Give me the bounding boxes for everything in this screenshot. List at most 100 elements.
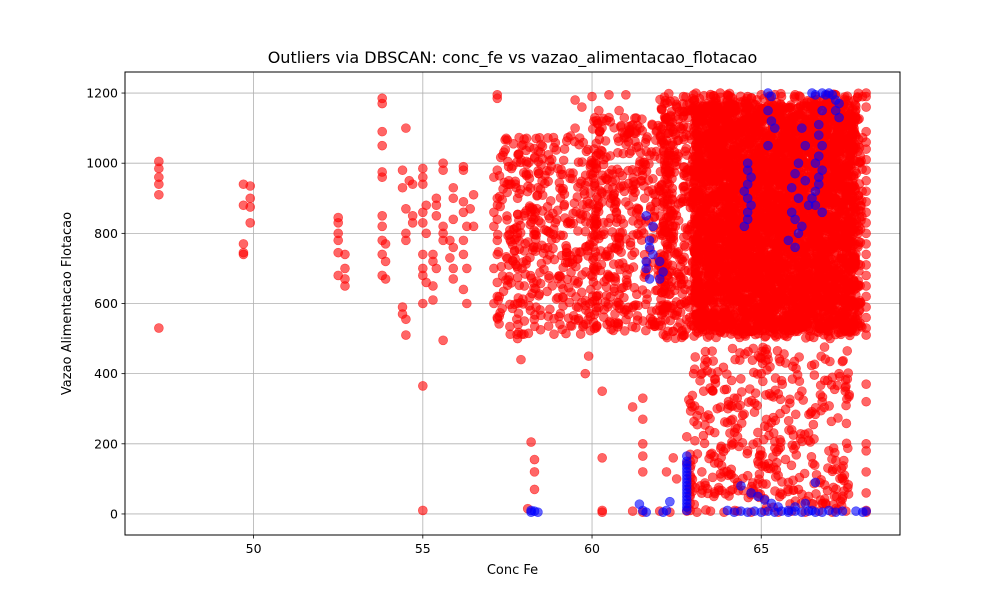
red-data-point [668, 326, 678, 337]
red-data-point [628, 262, 639, 272]
red-data-point [507, 255, 518, 266]
red-data-point [679, 186, 690, 196]
red-data-point [589, 295, 600, 306]
red-data-point [627, 250, 637, 260]
red-data-point [670, 205, 680, 215]
red-data-point [571, 206, 581, 217]
red-data-point [621, 275, 632, 285]
red-data-point [581, 305, 591, 315]
red-data-point [545, 196, 556, 206]
red-data-point [543, 149, 554, 160]
red-data-point [498, 286, 509, 297]
red-data-point [630, 187, 640, 198]
red-data-point [615, 300, 625, 310]
red-data-point [548, 243, 558, 254]
red-data-point [588, 158, 598, 168]
red-data-point [508, 161, 518, 171]
red-data-point [617, 227, 628, 238]
red-data-point [571, 292, 581, 302]
red-data-point [558, 284, 568, 294]
red-data-point [562, 274, 573, 285]
red-data-point [513, 308, 524, 319]
red-data-point [502, 211, 512, 221]
red-data-point [573, 182, 583, 192]
red-data-point [597, 146, 607, 156]
red-data-point [521, 169, 532, 179]
red-data-point [604, 316, 615, 327]
red-data-point [610, 199, 621, 210]
red-data-point [647, 120, 658, 131]
red-data-point [530, 229, 540, 240]
red-data-point [529, 283, 539, 293]
red-data-point [573, 277, 584, 287]
red-data-point [623, 178, 634, 189]
red-data-point [587, 170, 598, 180]
red-data-point [608, 325, 619, 336]
red-data-point [655, 94, 665, 105]
red-data-point [551, 294, 562, 304]
red-data-point [561, 136, 572, 146]
red-data-point [587, 124, 598, 134]
red-data-point [610, 309, 620, 319]
red-data-point [558, 230, 568, 241]
red-data-point [614, 258, 624, 269]
red-data-point [544, 273, 554, 283]
red-data-point [561, 240, 571, 251]
red-data-point [621, 314, 631, 325]
red-data-point [537, 176, 547, 186]
red-data-point [601, 290, 612, 301]
red-data-point [535, 324, 546, 335]
red-data-point [545, 304, 555, 315]
red-data-point [540, 224, 550, 235]
red-data-point [524, 201, 535, 211]
red-data-point [521, 133, 532, 144]
red-data-point [644, 159, 654, 169]
red-data-point [603, 217, 614, 228]
red-data-point [590, 220, 600, 231]
red-data-point [651, 285, 661, 296]
red-data-point [574, 133, 585, 143]
red-data-point [680, 299, 691, 309]
red-data-point [573, 313, 584, 324]
red-data-point [646, 147, 657, 157]
red-data-point [513, 149, 524, 160]
red-data-point [620, 197, 631, 207]
red-data-point [554, 311, 564, 322]
red-data-point [614, 167, 625, 178]
red-data-point [543, 321, 554, 331]
red-data-point [635, 148, 646, 158]
red-data-point [666, 276, 677, 287]
red-data-point [672, 248, 683, 258]
red-data-point [590, 266, 601, 276]
red-data-point [619, 326, 630, 336]
red-data-point [546, 161, 557, 172]
red-data-point [629, 282, 640, 293]
red-data-point [655, 316, 666, 326]
red-data-point [562, 218, 573, 229]
red-data-point [549, 329, 559, 340]
red-data-point [557, 250, 567, 261]
red-data-point [621, 305, 632, 315]
red-data-point [522, 186, 533, 197]
red-data-point [505, 321, 515, 332]
red-data-point [508, 139, 519, 149]
red-data-point [675, 307, 686, 318]
red-data-point [577, 157, 587, 167]
red-data-point [633, 300, 643, 311]
red-data-point [588, 277, 599, 287]
red-data-point [673, 215, 684, 226]
red-data-point [607, 227, 618, 237]
red-data-point [655, 305, 665, 316]
red-data-point [639, 181, 649, 191]
red-data-point [574, 247, 585, 257]
red-data-point [628, 120, 638, 130]
red-data-point [558, 262, 569, 273]
red-data-point [639, 193, 650, 204]
red-data-point [655, 211, 666, 221]
red-data-point [665, 289, 675, 299]
red-data-point [627, 165, 638, 175]
red-data-point [549, 142, 559, 153]
red-data-point [613, 136, 624, 147]
